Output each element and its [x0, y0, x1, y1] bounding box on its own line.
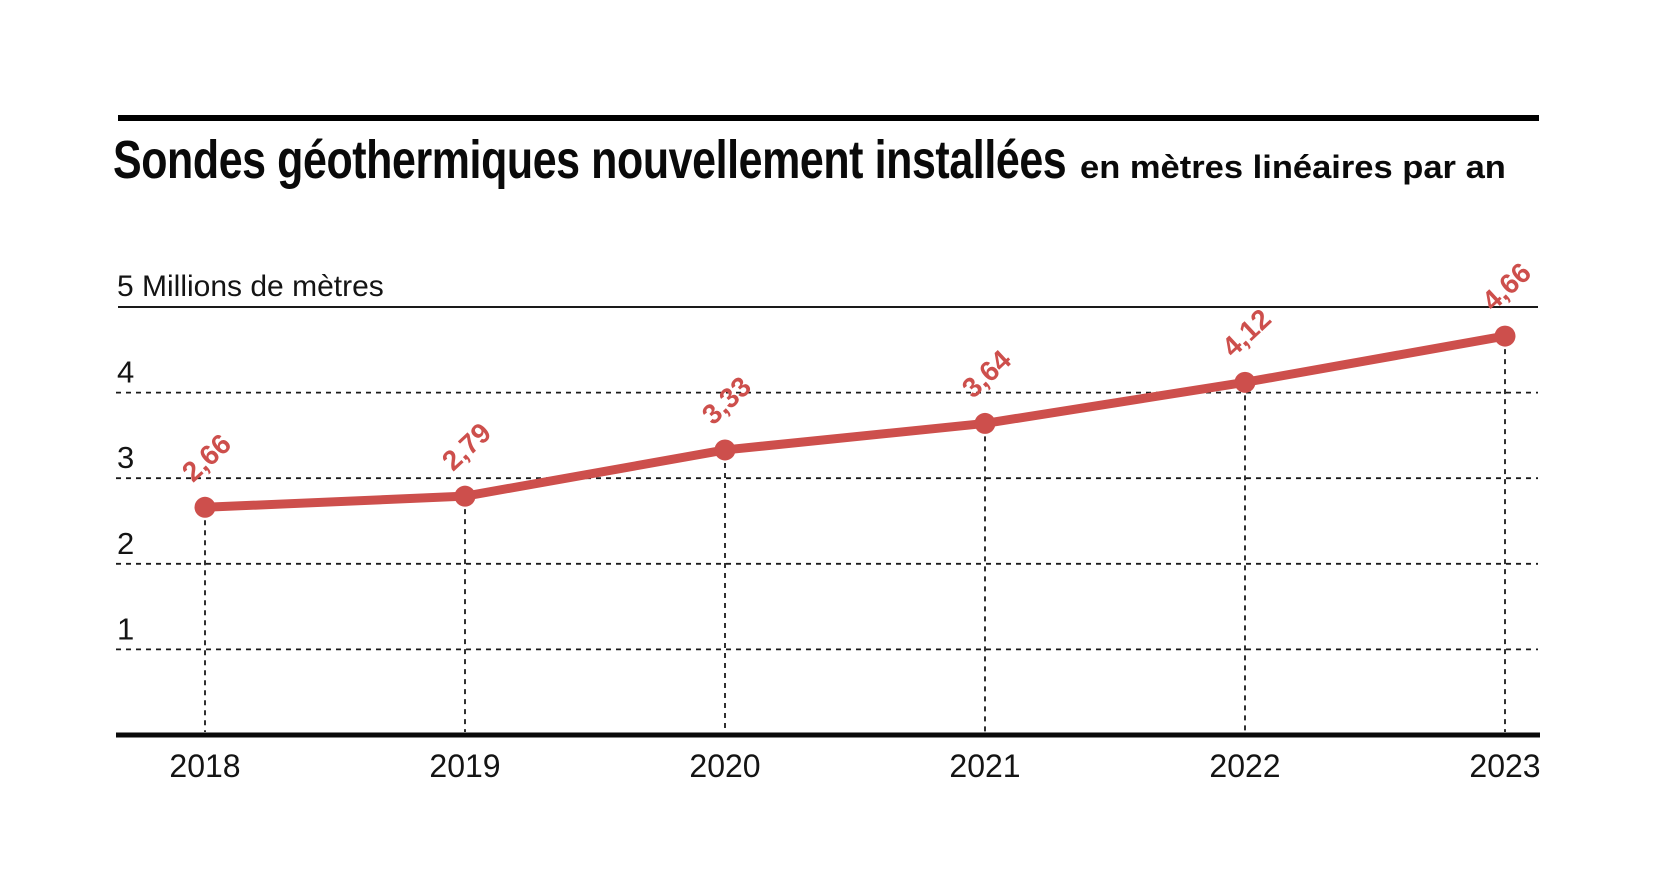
x-tick-label: 2020 [689, 748, 760, 784]
header-rule [118, 115, 1539, 121]
data-line [200, 331, 1510, 512]
data-point-label: 3,64 [956, 344, 1017, 404]
x-tick-label: 2022 [1209, 748, 1280, 784]
y-tick-label: 1 [117, 611, 134, 646]
data-point-label: 3,33 [696, 370, 757, 430]
data-point [714, 439, 736, 461]
x-tick-label: 2021 [949, 748, 1020, 784]
x-tick-label: 2019 [429, 748, 500, 784]
page-title: Sondes géothermiques nouvellement instal… [113, 130, 1067, 190]
page-subtitle: en mètres linéaires par an [1080, 149, 1506, 185]
x-tick-label: 2018 [169, 748, 240, 784]
chart-header: Sondes géothermiques nouvellement instal… [113, 133, 1506, 187]
data-point [454, 485, 476, 507]
data-point [194, 496, 216, 518]
x-tick-label: 2023 [1469, 748, 1540, 784]
data-point [974, 412, 996, 434]
y-tick-label: 4 [117, 355, 134, 390]
y-tick-label: 2 [117, 526, 134, 561]
y-tick-label: 3 [117, 440, 134, 475]
data-point-label: 2,79 [436, 417, 497, 477]
y-axis-top-label: 5 Millions de mètres [117, 270, 384, 303]
data-point-label: 4,12 [1216, 303, 1277, 363]
data-point [1494, 325, 1516, 347]
data-point [1234, 371, 1256, 393]
